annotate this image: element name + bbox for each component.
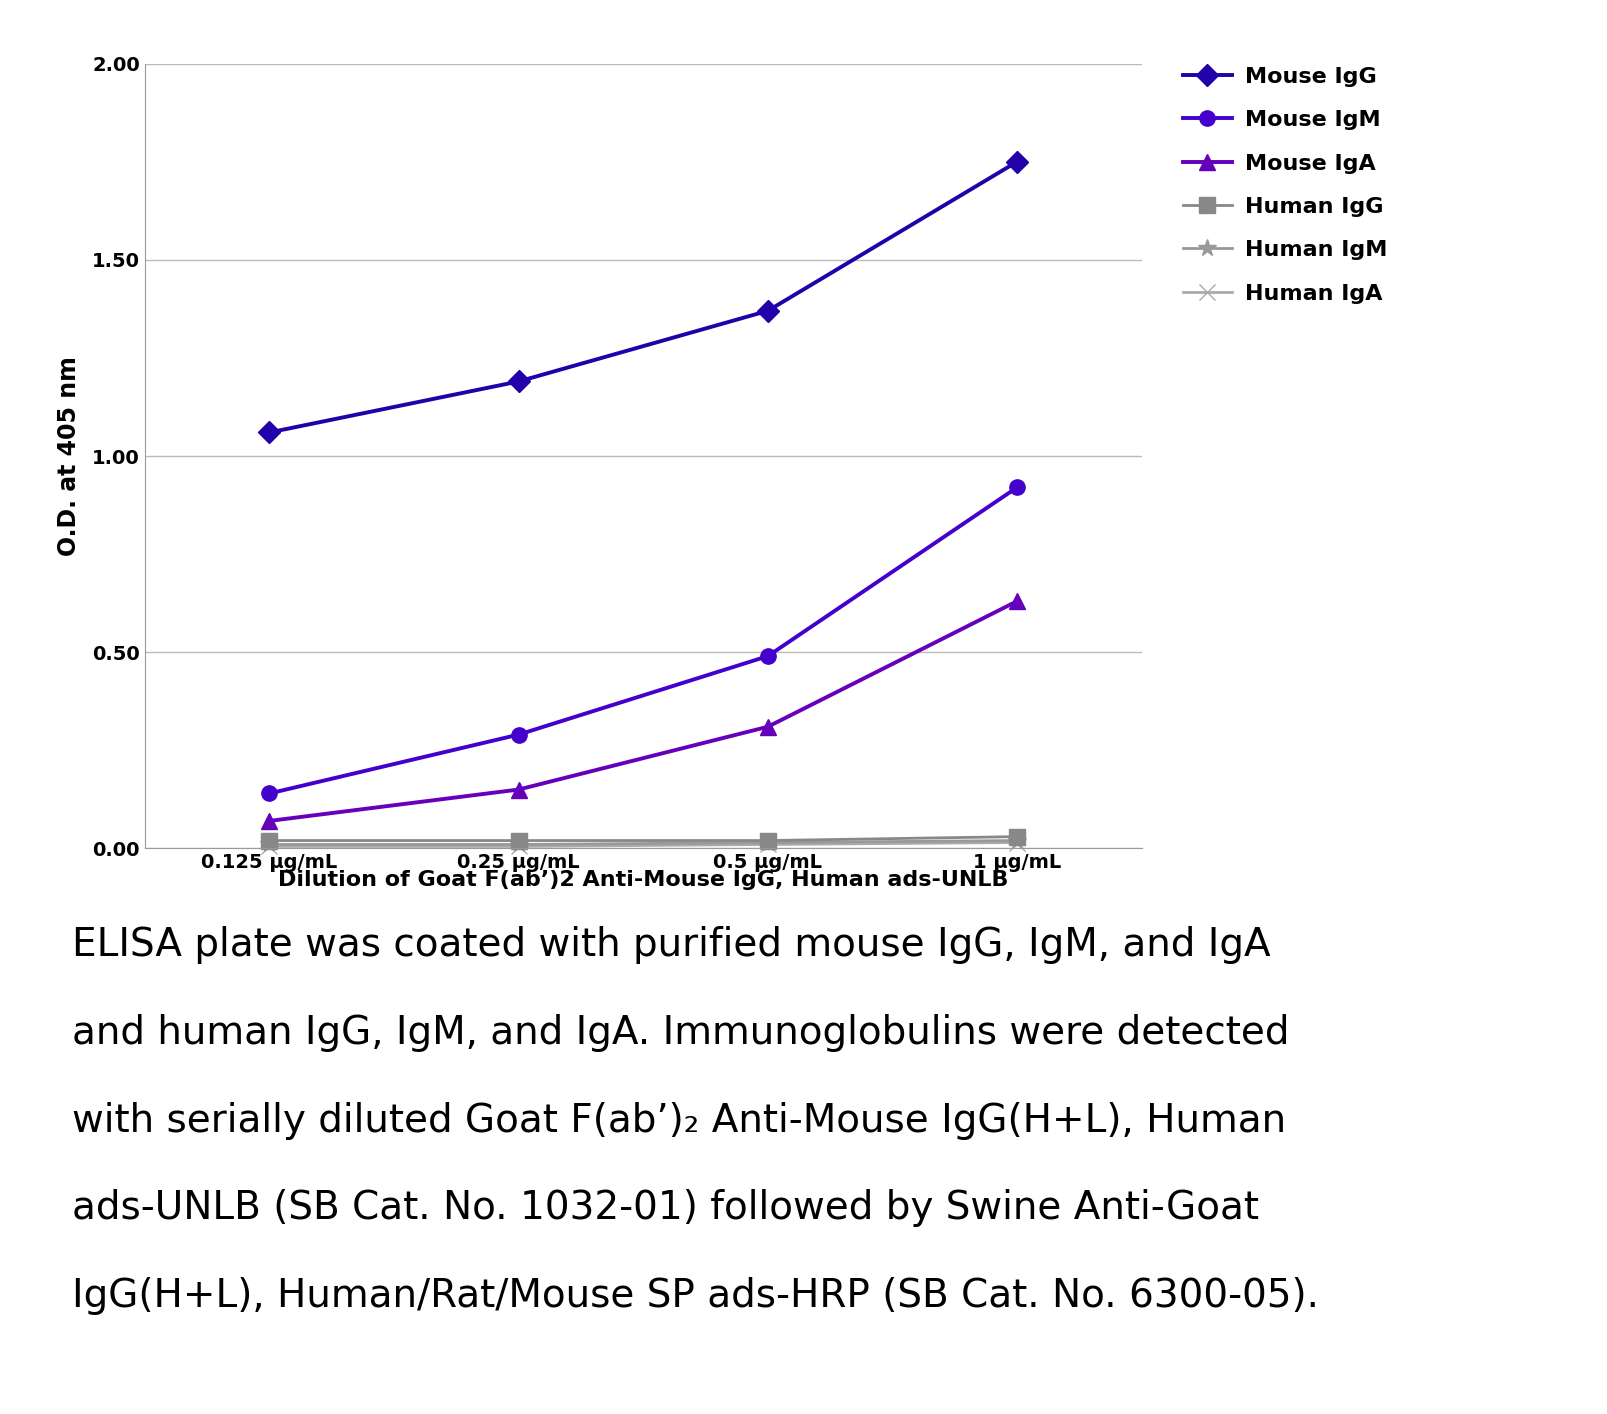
Line: Human IgA: Human IgA bbox=[262, 834, 1024, 854]
Mouse IgA bbox=[1006, 592, 1025, 609]
Line: Human IgM: Human IgM bbox=[260, 831, 1025, 854]
Human IgA bbox=[259, 839, 280, 855]
Human IgG bbox=[508, 831, 527, 848]
Mouse IgM bbox=[759, 648, 778, 665]
Mouse IgG bbox=[759, 303, 778, 320]
Mouse IgG bbox=[259, 424, 280, 441]
Human IgM bbox=[259, 836, 280, 853]
Mouse IgA bbox=[259, 813, 280, 830]
Human IgM bbox=[508, 836, 527, 853]
Text: with serially diluted Goat F(ab’)₂ Anti-Mouse IgG(H+L), Human: with serially diluted Goat F(ab’)₂ Anti-… bbox=[72, 1102, 1286, 1140]
Y-axis label: O.D. at 405 nm: O.D. at 405 nm bbox=[56, 356, 80, 556]
Human IgG bbox=[259, 831, 280, 848]
Human IgM bbox=[1006, 831, 1025, 848]
Mouse IgG bbox=[1006, 153, 1025, 170]
Human IgA bbox=[1006, 834, 1025, 851]
Text: ads-UNLB (SB Cat. No. 1032-01) followed by Swine Anti-Goat: ads-UNLB (SB Cat. No. 1032-01) followed … bbox=[72, 1189, 1258, 1227]
Mouse IgA bbox=[508, 781, 527, 797]
Line: Mouse IgA: Mouse IgA bbox=[262, 594, 1024, 829]
Mouse IgM bbox=[259, 785, 280, 802]
Text: Dilution of Goat F(ab’)2 Anti-Mouse IgG, Human ads-UNLB: Dilution of Goat F(ab’)2 Anti-Mouse IgG,… bbox=[278, 870, 1008, 889]
Line: Mouse IgG: Mouse IgG bbox=[262, 154, 1024, 440]
Mouse IgA bbox=[759, 718, 778, 735]
Mouse IgM bbox=[508, 727, 527, 744]
Line: Human IgG: Human IgG bbox=[262, 829, 1024, 848]
Human IgA bbox=[508, 839, 527, 855]
Human IgA bbox=[759, 836, 778, 853]
Text: and human IgG, IgM, and IgA. Immunoglobulins were detected: and human IgG, IgM, and IgA. Immunoglobu… bbox=[72, 1014, 1289, 1052]
Mouse IgG bbox=[508, 373, 527, 390]
Text: IgG(H+L), Human/Rat/Mouse SP ads-HRP (SB Cat. No. 6300-05).: IgG(H+L), Human/Rat/Mouse SP ads-HRP (SB… bbox=[72, 1277, 1318, 1315]
Legend: Mouse IgG, Mouse IgM, Mouse IgA, Human IgG, Human IgM, Human IgA: Mouse IgG, Mouse IgM, Mouse IgA, Human I… bbox=[1183, 66, 1387, 304]
Human IgG bbox=[1006, 829, 1025, 846]
Mouse IgM bbox=[1006, 479, 1025, 496]
Human IgG bbox=[759, 831, 778, 848]
Line: Mouse IgM: Mouse IgM bbox=[262, 479, 1024, 802]
Human IgM bbox=[759, 834, 778, 851]
Text: ELISA plate was coated with purified mouse IgG, IgM, and IgA: ELISA plate was coated with purified mou… bbox=[72, 926, 1270, 964]
